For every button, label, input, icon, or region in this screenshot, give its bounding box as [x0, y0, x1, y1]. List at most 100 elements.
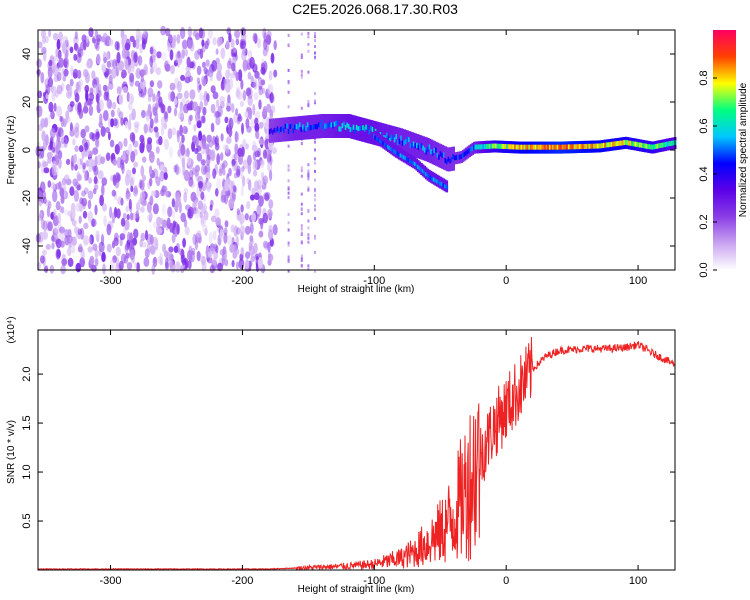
- colorbar-tick-label: 0.2: [698, 214, 710, 229]
- spectrogram-noise-cell: [171, 234, 176, 243]
- spectrogram-ridge-core: [450, 157, 454, 163]
- snr-scale-label: (x10⁴): [6, 316, 17, 343]
- spectrogram-ridge-core: [567, 144, 571, 150]
- spectrogram-noise-cell: [84, 171, 88, 182]
- spectrogram-noise-cell: [258, 99, 262, 110]
- spectrogram-noise-cell: [244, 225, 251, 235]
- spectrogram-noise-cell: [181, 157, 186, 168]
- spectrogram-noise-cell: [116, 208, 121, 219]
- spectrogram-noise-cell: [192, 30, 199, 37]
- spectrogram-noise-cell: [205, 59, 210, 67]
- spectrogram-ridge-core: [438, 154, 441, 160]
- spectrogram-noise-cell: [74, 123, 79, 134]
- spectrogram-noise-cell: [112, 158, 118, 166]
- spectrogram-ridge-core: [545, 144, 549, 150]
- spectrogram-ridge-core: [618, 140, 622, 146]
- spectrogram-ridge-cell: [370, 120, 373, 144]
- spectrogram-ridge-core: [474, 144, 478, 150]
- spectrogram-noise-cell: [244, 213, 249, 221]
- spectrogram-noise-cell: [77, 69, 82, 79]
- spectrogram-noise-cell: [89, 255, 95, 265]
- spectrogram-sparse-cell: [300, 166, 303, 170]
- spectrogram-sparse-cell: [314, 251, 316, 254]
- spectrogram-noise-cell: [77, 102, 82, 113]
- spectrogram-noise-cell: [155, 176, 160, 184]
- spectrogram-noise-cell: [252, 151, 257, 161]
- spectrogram-ridge-core: [431, 150, 435, 156]
- spectrogram-noise-cell: [234, 131, 240, 143]
- spectrogram-noise-cell: [112, 101, 117, 110]
- spectrogram-noise-cell: [210, 103, 216, 114]
- spectrogram-noise-cell: [179, 107, 184, 119]
- spectrogram-ridge-core: [477, 144, 481, 150]
- spectrogram-noise-cell: [69, 101, 75, 108]
- spectrogram-ridge-core: [669, 141, 672, 147]
- spectrogram-noise-cell: [92, 165, 97, 172]
- spectrogram-noise-cell: [112, 255, 117, 263]
- spectrogram-noise-cell: [267, 162, 273, 172]
- spectrogram-noise-cell: [161, 104, 166, 114]
- spectrogram-noise-cell: [242, 90, 247, 102]
- spectrogram-sparse-cell: [300, 202, 303, 206]
- spectrogram-sparse-cell: [300, 192, 303, 196]
- spectrogram-noise-cell: [99, 113, 103, 125]
- spectrogram-noise-cell: [121, 162, 125, 175]
- spectrogram-ridge-core: [485, 144, 489, 149]
- spectrogram-ridge-core: [647, 144, 650, 149]
- spectrogram-branch-core: [432, 177, 436, 182]
- spectrogram-noise-cell: [60, 206, 65, 214]
- spectrogram-noise-cell: [41, 130, 46, 142]
- spectrogram-noise-cell: [157, 256, 163, 264]
- spectrogram-noise-cell: [62, 35, 69, 46]
- spectrogram-noise-cell: [226, 189, 230, 199]
- spectrogram-ridge-core: [286, 123, 289, 129]
- spectrogram-noise-cell: [143, 123, 148, 134]
- spectrogram-ridge-core: [422, 145, 425, 151]
- spectrogram-noise-cell: [151, 61, 158, 73]
- spectrogram-branch-core: [426, 173, 430, 178]
- spectrogram-ridge-core: [344, 124, 348, 130]
- spectrogram-noise-cell: [236, 165, 241, 176]
- spectrogram-noise-cell: [111, 212, 116, 224]
- spectrogram-sparse-cell: [314, 188, 316, 192]
- spectrogram-noise-cell: [55, 201, 61, 211]
- spectrogram-noise-cell: [48, 101, 54, 113]
- spectrogram-noise-cell: [103, 215, 107, 227]
- spectrogram-noise-cell: [207, 68, 214, 78]
- spectrogram-noise-cell: [175, 195, 181, 208]
- spectrogram-ridge-core: [637, 142, 641, 148]
- spectrogram-noise-cell: [65, 110, 70, 120]
- spectrogram-noise-cell: [115, 246, 122, 257]
- spectrogram-ridge-core: [552, 144, 555, 150]
- spectrogram-sparse-cell: [287, 33, 290, 37]
- spectrogram-noise-cell: [63, 56, 70, 69]
- spectrogram-y-ticks: -40 -20 0 20 40: [21, 48, 675, 254]
- spectrogram-noise-cell: [106, 152, 111, 161]
- spectrogram-noise-cell: [78, 243, 83, 252]
- spectrogram-noise-cell: [116, 86, 122, 95]
- spectrogram-ridge-core: [461, 153, 465, 158]
- spectrogram-ridge-core: [454, 155, 457, 161]
- spectrogram-noise-cell: [101, 177, 108, 186]
- spectrogram-ridge-core: [555, 144, 558, 150]
- spectrogram-sparse-cell: [300, 212, 303, 216]
- spectrogram-noise-cell: [173, 245, 179, 253]
- spectrogram-noise-cell: [153, 126, 159, 133]
- spectrogram-sparse-cell: [287, 259, 290, 263]
- spectrogram-ridge-core: [586, 143, 590, 149]
- spectrogram-sparse-cell: [287, 90, 290, 94]
- spectrogram-sparse-cell: [287, 144, 290, 148]
- spectrogram-noise-cell: [132, 140, 139, 148]
- spectrogram-ridge-core: [493, 143, 497, 149]
- spectrogram-sparse-cell: [307, 100, 310, 103]
- spectrogram-ridge-core: [469, 147, 473, 153]
- spectrogram-ridge-core: [347, 123, 351, 129]
- spectrogram-noise-cell: [157, 80, 163, 89]
- spectrogram-noise-cell: [134, 80, 140, 87]
- spectrogram-noise-cell: [89, 132, 94, 140]
- spectrogram-noise-cell: [94, 258, 99, 267]
- spectrogram-sparse-cell: [314, 35, 316, 39]
- spectrogram-ridge-core: [650, 144, 653, 150]
- spectrogram-noise-cell: [245, 251, 251, 259]
- spectrogram-branch-core: [394, 150, 398, 155]
